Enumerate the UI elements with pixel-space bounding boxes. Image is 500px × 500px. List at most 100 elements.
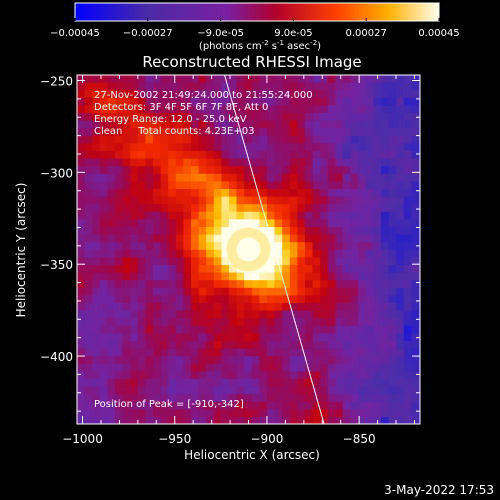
heatmap-cell <box>183 287 192 296</box>
colorbar-tick-label: −0.00045 <box>50 28 100 39</box>
heatmap-cell <box>251 211 260 220</box>
heatmap-cell <box>99 135 108 144</box>
heatmap-cell <box>213 120 222 129</box>
heatmap-cell <box>327 356 336 365</box>
heatmap-cell <box>213 249 222 258</box>
heatmap-cell <box>92 310 101 319</box>
heatmap-cell <box>312 257 321 266</box>
heatmap-cell <box>77 204 85 213</box>
heatmap-cell <box>411 272 420 281</box>
heatmap-cell <box>122 325 131 334</box>
heatmap-cell <box>236 211 245 220</box>
heatmap-cell <box>381 341 389 349</box>
heatmap-cell <box>122 401 131 410</box>
heatmap-cell <box>282 257 291 266</box>
heatmap-cell <box>84 295 93 304</box>
heatmap-cell <box>221 310 230 319</box>
heatmap-cell <box>312 227 321 235</box>
heatmap-cell <box>365 272 374 281</box>
heatmap-cell <box>213 219 222 228</box>
heatmap-cell <box>213 265 222 273</box>
heatmap-cell <box>198 310 207 319</box>
heatmap-cell <box>373 82 382 91</box>
heatmap-cell <box>213 379 222 387</box>
heatmap-cell <box>92 257 101 266</box>
heatmap-cell <box>191 417 199 424</box>
heatmap-cell <box>130 204 139 213</box>
heatmap-cell <box>358 151 367 159</box>
heatmap-cell <box>381 227 389 235</box>
heatmap-cell <box>297 189 306 197</box>
heatmap-cell <box>305 356 313 365</box>
heatmap-cell <box>411 371 420 380</box>
heatmap-cell <box>137 135 146 144</box>
heatmap-cell <box>388 181 397 190</box>
heatmap-cell <box>213 242 222 251</box>
heatmap-cell <box>183 280 192 289</box>
heatmap-cell <box>388 242 397 251</box>
heatmap-cell <box>388 303 397 311</box>
heatmap-cell <box>396 105 405 114</box>
heatmap-cell <box>99 105 108 114</box>
heatmap-cell <box>411 204 420 213</box>
heatmap-cell <box>381 265 389 273</box>
heatmap-cell <box>312 128 321 137</box>
heatmap-cell <box>282 325 291 334</box>
heatmap-cell <box>365 75 374 83</box>
heatmap-cell <box>168 341 177 349</box>
heatmap-cell <box>289 166 298 175</box>
heatmap-cell <box>396 287 405 296</box>
heatmap-cell <box>358 204 367 213</box>
heatmap-cell <box>175 257 184 266</box>
heatmap-cell <box>381 97 389 106</box>
heatmap-cell <box>274 211 283 220</box>
heatmap-cell <box>183 379 192 387</box>
heatmap-cell <box>365 128 374 137</box>
heatmap-cell <box>358 295 367 304</box>
heatmap-cell <box>381 128 389 137</box>
heatmap-cell <box>267 135 275 144</box>
heatmap-cell <box>274 249 283 258</box>
heatmap-cell <box>305 386 313 395</box>
heatmap-cell <box>175 143 184 152</box>
heatmap-cell <box>343 394 351 403</box>
heatmap-cell <box>259 295 268 304</box>
heatmap-cell <box>365 386 374 395</box>
heatmap-cell <box>305 394 313 403</box>
heatmap-cell <box>335 151 344 159</box>
heatmap-cell <box>130 295 139 304</box>
heatmap-cell <box>358 386 367 395</box>
heatmap-cell <box>107 265 116 273</box>
heatmap-cell <box>327 120 336 129</box>
heatmap-cell <box>267 348 275 357</box>
heatmap-cell <box>183 219 192 228</box>
heatmap-cell <box>365 196 374 205</box>
heatmap-cell <box>198 303 207 311</box>
heatmap-cell <box>198 287 207 296</box>
heatmap-cell <box>229 196 237 205</box>
heatmap-cell <box>206 394 215 403</box>
heatmap-cell <box>403 97 412 106</box>
heatmap-cell <box>198 196 207 205</box>
heatmap-cell <box>183 120 192 129</box>
heatmap-cell <box>145 333 154 342</box>
heatmap-cell <box>365 379 374 387</box>
heatmap-cell <box>343 249 351 258</box>
heatmap-cell <box>259 394 268 403</box>
heatmap-cell <box>305 318 313 327</box>
heatmap-cell <box>259 341 268 349</box>
heatmap-cell <box>373 325 382 334</box>
heatmap-cell <box>130 120 139 129</box>
heatmap-cell <box>358 348 367 357</box>
heatmap-cell <box>350 401 359 410</box>
heatmap-cell <box>213 234 222 243</box>
heatmap-cell <box>206 113 215 121</box>
heatmap-cell <box>297 173 306 182</box>
heatmap-cell <box>221 318 230 327</box>
heatmap-cell <box>221 90 230 99</box>
heatmap-cell <box>358 356 367 365</box>
heatmap-cell <box>411 75 420 83</box>
heatmap-cell <box>244 280 253 289</box>
heatmap-cell <box>160 143 169 152</box>
heatmap-cell <box>305 128 313 137</box>
